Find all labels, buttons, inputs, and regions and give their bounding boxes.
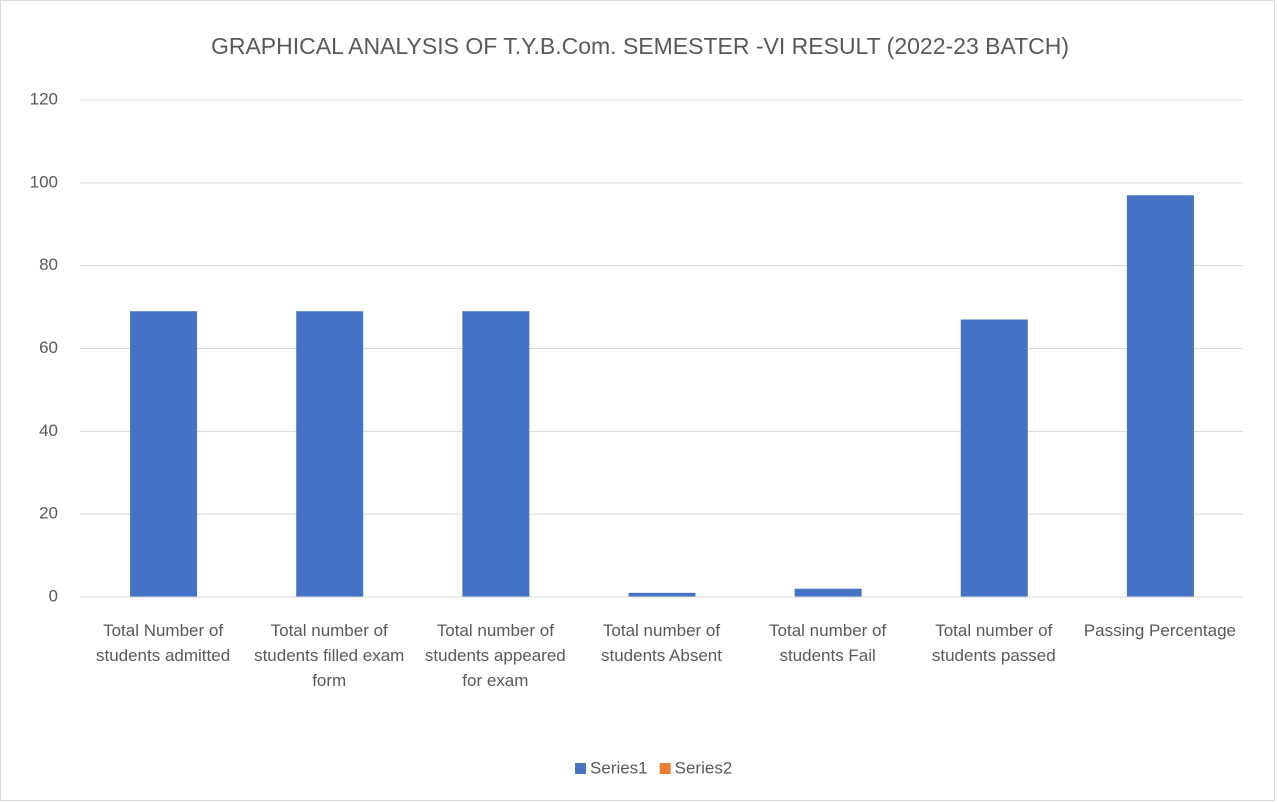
bar [628, 592, 696, 597]
x-tick-label: Passing Percentage [1084, 621, 1236, 640]
bar [462, 311, 530, 597]
y-tick-label: 80 [39, 255, 58, 274]
bar [794, 588, 862, 597]
y-tick-label: 0 [49, 586, 58, 605]
bar [130, 311, 198, 597]
x-tick-label: Total number of students appeared for exam [425, 621, 566, 690]
x-tick-label: Total number of students passed [932, 621, 1056, 665]
legend-label: Series1 [590, 758, 648, 777]
chart-title: GRAPHICAL ANALYSIS OF T.Y.B.Com. SEMESTE… [211, 33, 1069, 59]
y-tick-label: 60 [39, 338, 58, 357]
x-tick-label: Total number of students Absent [601, 621, 722, 665]
y-tick-label: 100 [30, 172, 58, 191]
x-tick-label: Total Number of students admitted [96, 621, 230, 665]
y-tick-label: 20 [39, 504, 58, 523]
legend-swatch [659, 763, 671, 774]
y-tick-label: 120 [30, 89, 58, 108]
bar [1126, 195, 1194, 597]
x-tick-label: Total number of students Fail [769, 621, 886, 665]
y-tick-label: 40 [39, 421, 58, 440]
x-tick-label: Total number of students filled exam form [254, 621, 404, 690]
bar [960, 319, 1028, 597]
legend-swatch [575, 763, 586, 774]
legend-label: Series2 [675, 758, 733, 777]
bar [296, 311, 364, 597]
